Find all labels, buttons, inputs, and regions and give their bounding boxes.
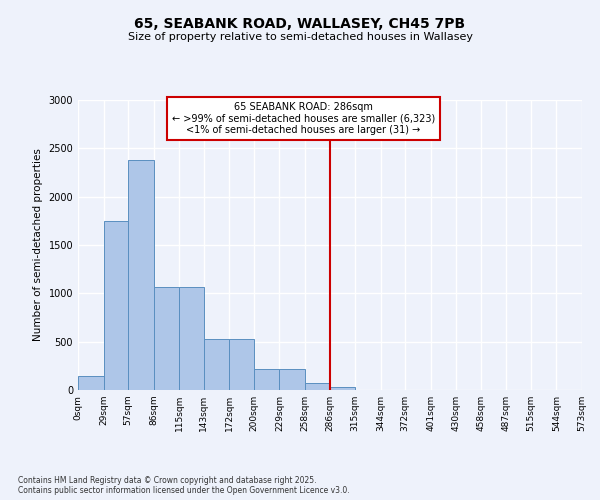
Y-axis label: Number of semi-detached properties: Number of semi-detached properties <box>33 148 43 342</box>
Bar <box>179 286 204 390</box>
Bar <box>128 160 154 390</box>
Bar <box>280 368 305 390</box>
Bar <box>154 286 179 390</box>
Text: Size of property relative to semi-detached houses in Wallasey: Size of property relative to semi-detach… <box>128 32 473 42</box>
Text: Contains HM Land Registry data © Crown copyright and database right 2025.
Contai: Contains HM Land Registry data © Crown c… <box>18 476 350 495</box>
Bar <box>204 339 229 390</box>
Bar <box>104 221 128 390</box>
Text: 65, SEABANK ROAD, WALLASEY, CH45 7PB: 65, SEABANK ROAD, WALLASEY, CH45 7PB <box>134 18 466 32</box>
Bar <box>305 383 329 390</box>
Bar <box>229 339 254 390</box>
Text: 65 SEABANK ROAD: 286sqm
← >99% of semi-detached houses are smaller (6,323)
<1% o: 65 SEABANK ROAD: 286sqm ← >99% of semi-d… <box>172 102 435 135</box>
Bar <box>254 368 280 390</box>
Bar <box>78 376 104 390</box>
Bar <box>329 387 355 390</box>
